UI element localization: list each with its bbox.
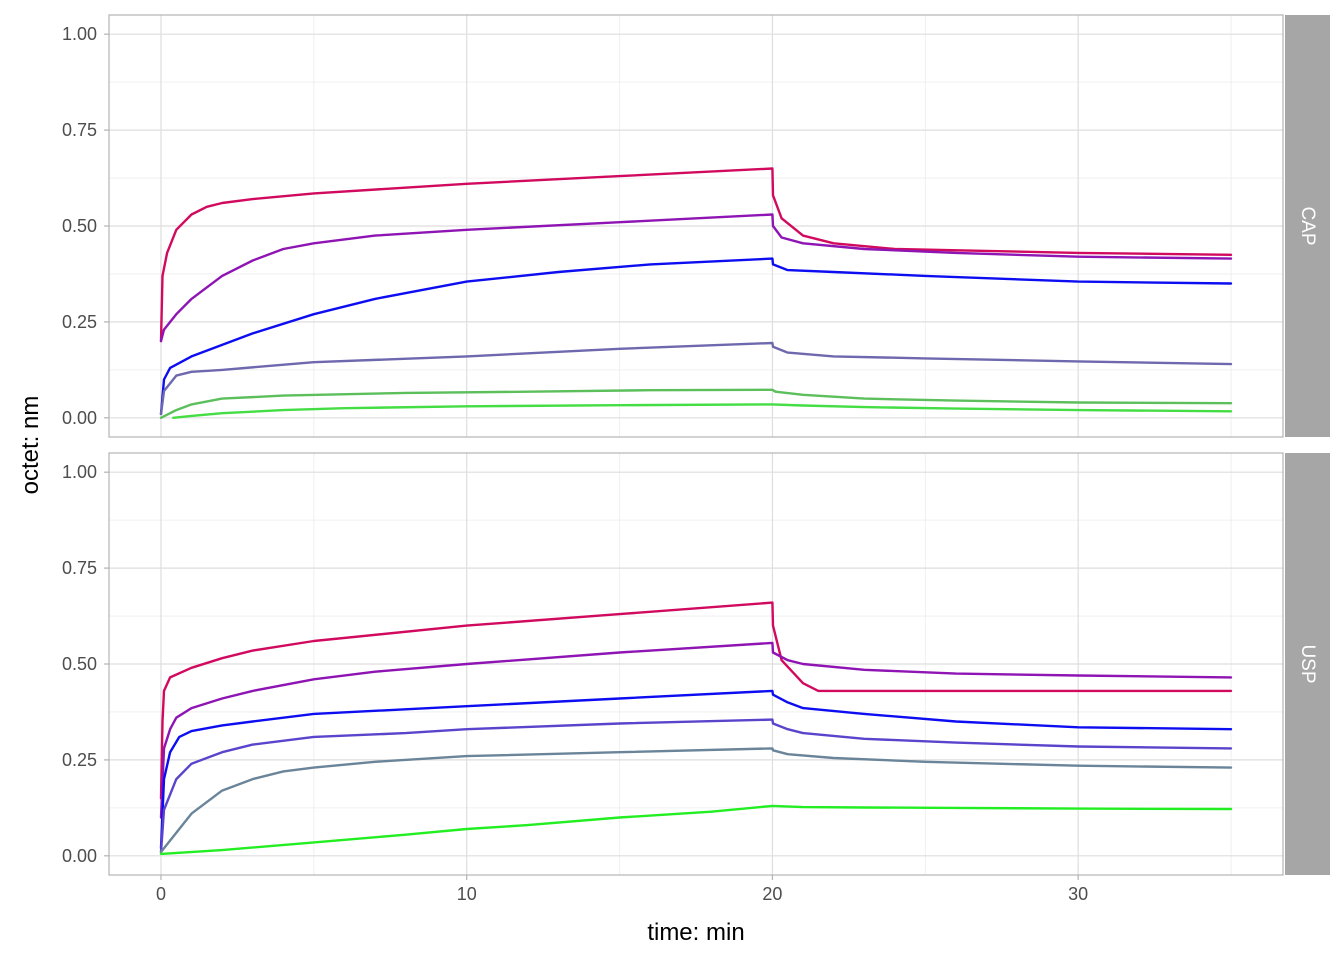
y-tick-label: 0.50 [62,216,97,236]
series-line-5 [159,747,1233,854]
series-line-4 [159,341,1233,416]
series-line-2 [159,641,1233,819]
y-tick-label: 0.00 [62,408,97,428]
x-tick-label: 20 [762,884,782,904]
x-tick-label: 10 [457,884,477,904]
series-line-6 [159,804,1233,856]
series-line-3 [159,689,1233,850]
series-line-3 [159,257,1233,416]
facet-strip [1285,15,1330,437]
series-line-6 [172,403,1233,419]
series-line-5 [159,388,1233,419]
y-tick-label: 1.00 [62,462,97,482]
series-line-1 [159,601,1233,800]
y-tick-label: 0.50 [62,654,97,674]
panel-usp: USP 0.00 0.25 0.50 0.75 1.00 0 10 20 30 [62,452,1330,904]
y-axis-title: octet: nm [17,396,44,495]
y-tick-label: 0.25 [62,750,97,770]
y-tick-label: 1.00 [62,24,97,44]
y-tick-label: 0.75 [62,120,97,140]
y-tick-label: 0.25 [62,312,97,332]
x-tick-label: 30 [1068,884,1088,904]
series-line-4 [159,718,1233,854]
y-tick-label: 0.00 [62,846,97,866]
panel-cap: CAP 0.00 0.25 0.50 0.75 1.00 [62,14,1330,438]
facet-strip [1285,453,1330,875]
x-tick-label: 0 [156,884,166,904]
y-tick-label: 0.75 [62,558,97,578]
x-axis-title: time: min [647,919,744,946]
series-line-1 [159,167,1233,343]
facet-strip-label: USP [1297,644,1318,683]
facet-strip-label: CAP [1297,206,1318,245]
series-line-2 [159,213,1233,343]
